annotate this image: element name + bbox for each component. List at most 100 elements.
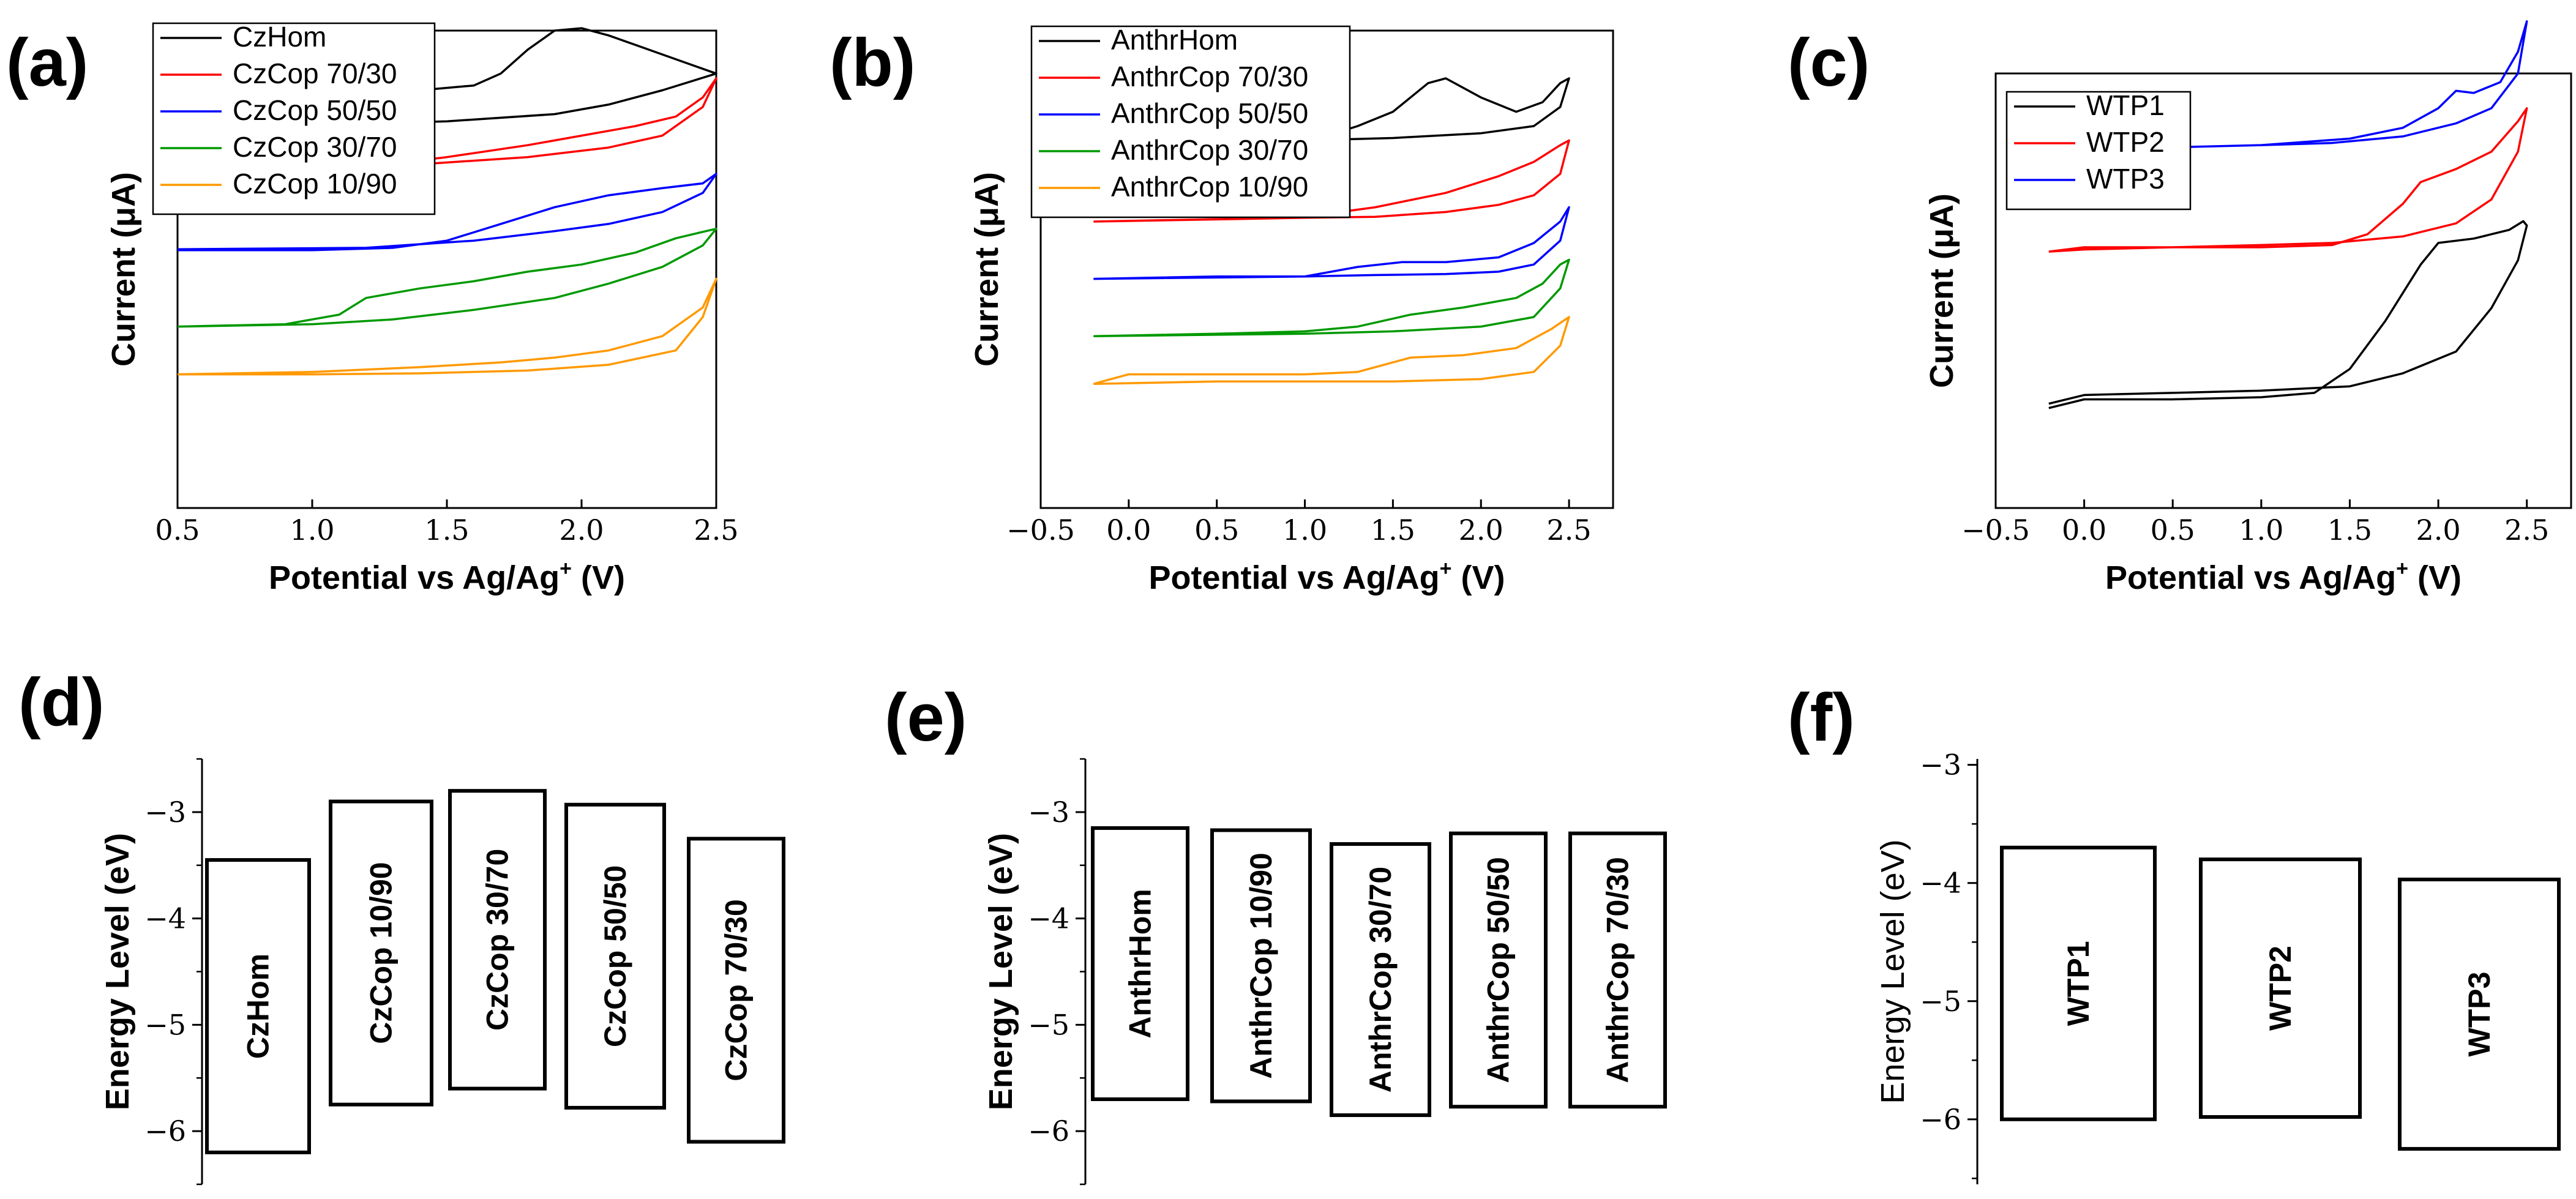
y-tick-label: −3	[1028, 796, 1069, 829]
x-tick-label: 1.5	[424, 514, 469, 547]
panel-label-c: (c)	[1788, 25, 1870, 100]
chart-e: −3 −4 −5 −6 Energy Level (eV) AnthrHom AnthrCo…	[983, 758, 1667, 1186]
x-axis-title-main: Potential vs Ag/Ag	[269, 559, 560, 596]
energy-bar	[205, 858, 311, 1154]
y-tick-label: −3	[144, 796, 186, 829]
x-tick-label: 0.0	[2062, 514, 2106, 547]
legend: CzHom CzCop 70/30 CzCop 50/50 CzCop 30/70 Cz…	[152, 21, 436, 215]
legend: AnthrHom AnthrCop 70/30 AnthrCop 50/50 Anth…	[1030, 24, 1351, 219]
x-axis-title-main: Potential vs Ag/Ag	[2105, 559, 2396, 596]
chart-b: −0.5 0.0 0.5 1.0 1.5 2.0 2.5 Potential vs Ag/Ag…	[968, 24, 1614, 596]
bar-label: AnthrCop 70/30	[1601, 857, 1635, 1083]
panel-label-e: (e)	[885, 680, 967, 755]
y-axis-title: Current (μA)	[968, 172, 1005, 367]
x-axis-title: Potential vs Ag/Ag+ (V)	[2105, 557, 2462, 596]
y-tick-label: −6	[144, 1115, 186, 1148]
bar-label: CzCop 30/70	[481, 849, 515, 1031]
x-tick-label: 2.0	[559, 514, 604, 547]
bar-label: AnthrCop 30/70	[1363, 867, 1398, 1093]
x-tick-label: 1.0	[2239, 514, 2283, 547]
y-axis-title: Energy Level (eV)	[983, 833, 1019, 1110]
x-tick-label: 1.5	[2327, 514, 2372, 547]
x-axis-title-sup: +	[1440, 557, 1452, 580]
chart-c: −0.5 0.0 0.5 1.0 1.5 2.0 2.5 Potential vs Ag/Ag…	[1923, 20, 2572, 596]
x-tick-label: 2.0	[2416, 514, 2460, 547]
legend-box	[1030, 25, 1351, 219]
legend-entry: AnthrCop 70/30	[1111, 61, 1308, 92]
bar-label: CzHom	[241, 954, 275, 1059]
chart-a: 0.5 1.0 1.5 2.0 2.5 Potential vs Ag/Ag+ (V) Cu…	[105, 21, 739, 596]
energy-bar	[2000, 845, 2157, 1121]
panel-label-f: (f)	[1788, 680, 1855, 755]
series-line-1	[177, 27, 717, 127]
legend-entry: CzHom	[233, 21, 326, 53]
plot-frame	[1994, 72, 2572, 509]
panel-label-d: (d)	[18, 665, 104, 740]
x-axis-title-main: Potential vs Ag/Ag	[1149, 559, 1440, 596]
series-line-3	[1093, 206, 1570, 280]
x-axis-title-unit: (V)	[572, 559, 625, 596]
chart-f: −3 −4 −5 −6 Energy Level (eV) WTP1 WTP2 WTP3	[1874, 749, 2561, 1184]
legend-entry: WTP3	[2086, 163, 2165, 195]
x-tick-label: 1.5	[1371, 514, 1415, 547]
y-axis-title: Current (μA)	[1923, 193, 1960, 388]
y-tick-label: −3	[1920, 749, 1961, 782]
legend-box	[2005, 91, 2192, 211]
y-tick-label: −4	[1028, 902, 1069, 935]
series-line-4	[177, 227, 717, 328]
legend-entry: AnthrHom	[1111, 24, 1238, 56]
series-line-3	[177, 173, 717, 252]
x-axis-title: Potential vs Ag/Ag+ (V)	[269, 557, 625, 596]
series-line-3	[2048, 20, 2528, 162]
bar-label: CzCop 10/90	[364, 862, 399, 1044]
y-axis-title: Energy Level (eV)	[1874, 839, 1911, 1104]
x-axis-title: Potential vs Ag/Ag+ (V)	[1149, 557, 1505, 596]
energy-bar	[2199, 857, 2362, 1119]
y-axis-title: Energy Level (eV)	[99, 833, 136, 1110]
legend-entry: CzCop 30/70	[233, 131, 397, 163]
legend-entry: CzCop 10/90	[233, 168, 397, 200]
y-axis-title: Current (μA)	[105, 172, 142, 367]
series-line-1	[1093, 77, 1570, 151]
x-axis-title-unit: (V)	[2408, 559, 2462, 596]
bar-label: WTP3	[2462, 972, 2496, 1057]
legend-box	[152, 22, 436, 215]
bar-label: CzCop 50/50	[598, 865, 632, 1047]
energy-bar	[1449, 831, 1548, 1109]
x-tick-label: 0.0	[1106, 514, 1151, 547]
bar-label: CzCop 70/30	[719, 899, 754, 1081]
y-tick-label: −5	[1028, 1008, 1069, 1041]
legend-entry: WTP1	[2086, 89, 2165, 121]
legend: WTP1 WTP2 WTP3	[2005, 89, 2192, 211]
x-tick-label: 1.0	[1282, 514, 1327, 547]
panel-label-a: (a)	[6, 25, 88, 100]
x-tick-label: 0.5	[155, 514, 200, 547]
series-line-1	[2048, 220, 2528, 409]
bar-label: WTP2	[2263, 946, 2297, 1031]
bar-label: AnthrCop 50/50	[1481, 857, 1516, 1083]
y-tick-label: −4	[144, 902, 186, 935]
y-tick-label: −5	[144, 1008, 186, 1041]
y-tick-label: −5	[1920, 985, 1961, 1018]
legend-entry: WTP2	[2086, 126, 2165, 158]
energy-bar	[329, 799, 433, 1107]
energy-bar	[1091, 826, 1189, 1101]
x-axis-title-sup: +	[2396, 557, 2408, 580]
x-tick-label: 2.0	[1459, 514, 1503, 547]
y-tick-label: −6	[1028, 1115, 1069, 1148]
series-line-2	[2048, 107, 2528, 253]
energy-bar	[2398, 877, 2561, 1151]
bar-label: AnthrHom	[1123, 889, 1158, 1038]
x-tick-label: 0.5	[1194, 514, 1239, 547]
x-axis-title-sup: +	[560, 557, 572, 580]
x-tick-label: 2.5	[1546, 514, 1591, 547]
x-tick-label: 1.0	[290, 514, 334, 547]
x-axis-title-unit: (V)	[1451, 559, 1505, 596]
x-tick-label: 2.5	[2504, 514, 2549, 547]
x-tick-label: 0.5	[2151, 514, 2195, 547]
energy-bar	[1568, 831, 1667, 1109]
legend-entry: CzCop 70/30	[233, 58, 397, 89]
y-tick-label: −6	[1920, 1103, 1961, 1136]
energy-bar	[448, 789, 547, 1091]
